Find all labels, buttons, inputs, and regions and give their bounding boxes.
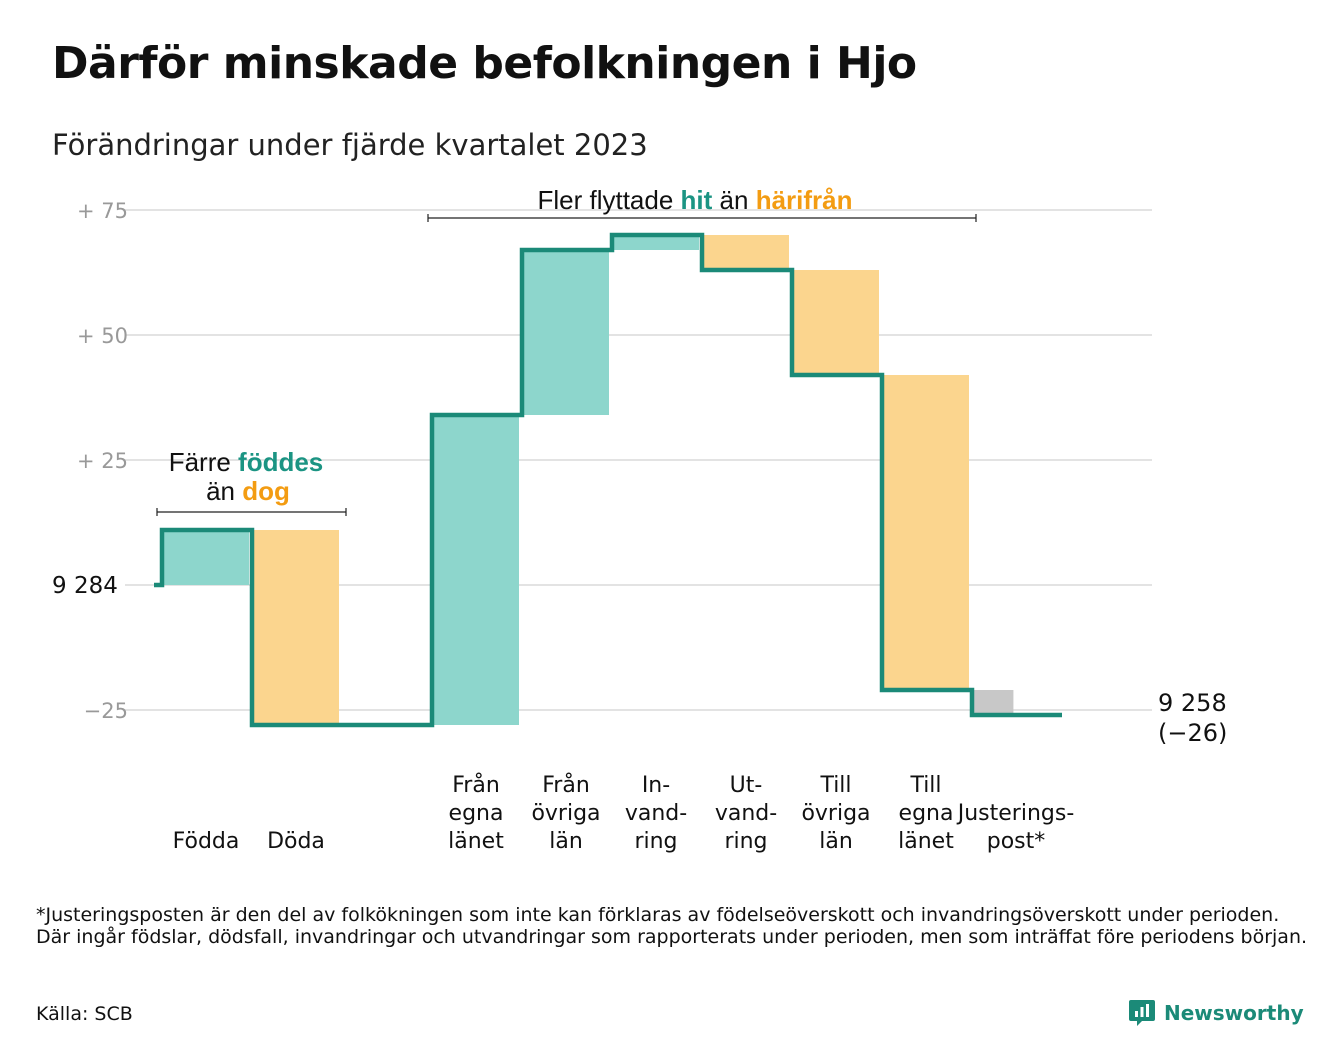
y-tick-label: + 50 [77, 324, 128, 348]
category-label: Till [909, 773, 941, 798]
category-label: ring [634, 829, 677, 854]
source-note: Källa: SCB [36, 1003, 133, 1025]
category-label: län [549, 829, 583, 854]
waterfall-bar [252, 530, 339, 725]
waterfall-bar [882, 375, 969, 690]
category-label: post* [987, 829, 1046, 854]
category-label: Födda [173, 829, 240, 854]
start-value-label: 9 284 [52, 573, 118, 599]
waterfall-bar [162, 530, 249, 585]
end-change-label: (−26) [1158, 719, 1227, 747]
footnote: *Justeringsposten är den del av folkökni… [36, 904, 1308, 948]
newsworthy-logo-icon [1129, 1000, 1155, 1026]
y-tick-label: + 75 [77, 199, 128, 223]
annotation-births-line2: än dog [206, 476, 290, 506]
waterfall-bar [522, 250, 609, 415]
category-label: länet [448, 829, 504, 854]
brand-name: Newsworthy [1164, 1001, 1304, 1025]
annotation-migration: Fler flyttade hit än härifrån [537, 185, 852, 215]
waterfall-bar [432, 415, 519, 725]
category-label: Till [819, 773, 851, 798]
category-label: egna [899, 801, 954, 826]
waterfall-chart: + 75 + 50 + 25 −25 9 284 9 258(−26) Födda Döda F… [52, 185, 1227, 854]
end-value-label: 9 258 [1158, 689, 1227, 717]
y-tick-label: + 25 [77, 449, 128, 473]
category-label: övriga [531, 801, 600, 826]
category-label: vand- [625, 801, 687, 826]
cumulative-step-line [154, 232, 1062, 728]
waterfall-bar [972, 690, 1014, 715]
category-label: Döda [267, 829, 325, 854]
category-label: Justerings- [956, 801, 1075, 826]
waterfall-bar [612, 235, 699, 250]
waterfall-bar [702, 235, 789, 270]
waterfall-bar [792, 270, 879, 375]
category-label: vand- [715, 801, 777, 826]
category-label: egna [449, 801, 504, 826]
category-label: ring [724, 829, 767, 854]
brand-logo: Newsworthy [1128, 998, 1304, 1028]
category-label: Ut- [730, 773, 763, 798]
category-label: Från [542, 772, 590, 798]
category-label: länet [898, 829, 954, 854]
chart-title: Därför minskade befolkningen i Hjo [52, 38, 917, 89]
category-label: övriga [801, 801, 870, 826]
annotation-births-line1: Färre föddes [169, 447, 324, 477]
chart-subtitle: Förändringar under fjärde kvartalet 2023 [52, 128, 648, 162]
category-label: län [819, 829, 853, 854]
category-label: Från [452, 772, 500, 798]
y-tick-label: −25 [84, 699, 128, 723]
category-label: In- [642, 773, 670, 798]
